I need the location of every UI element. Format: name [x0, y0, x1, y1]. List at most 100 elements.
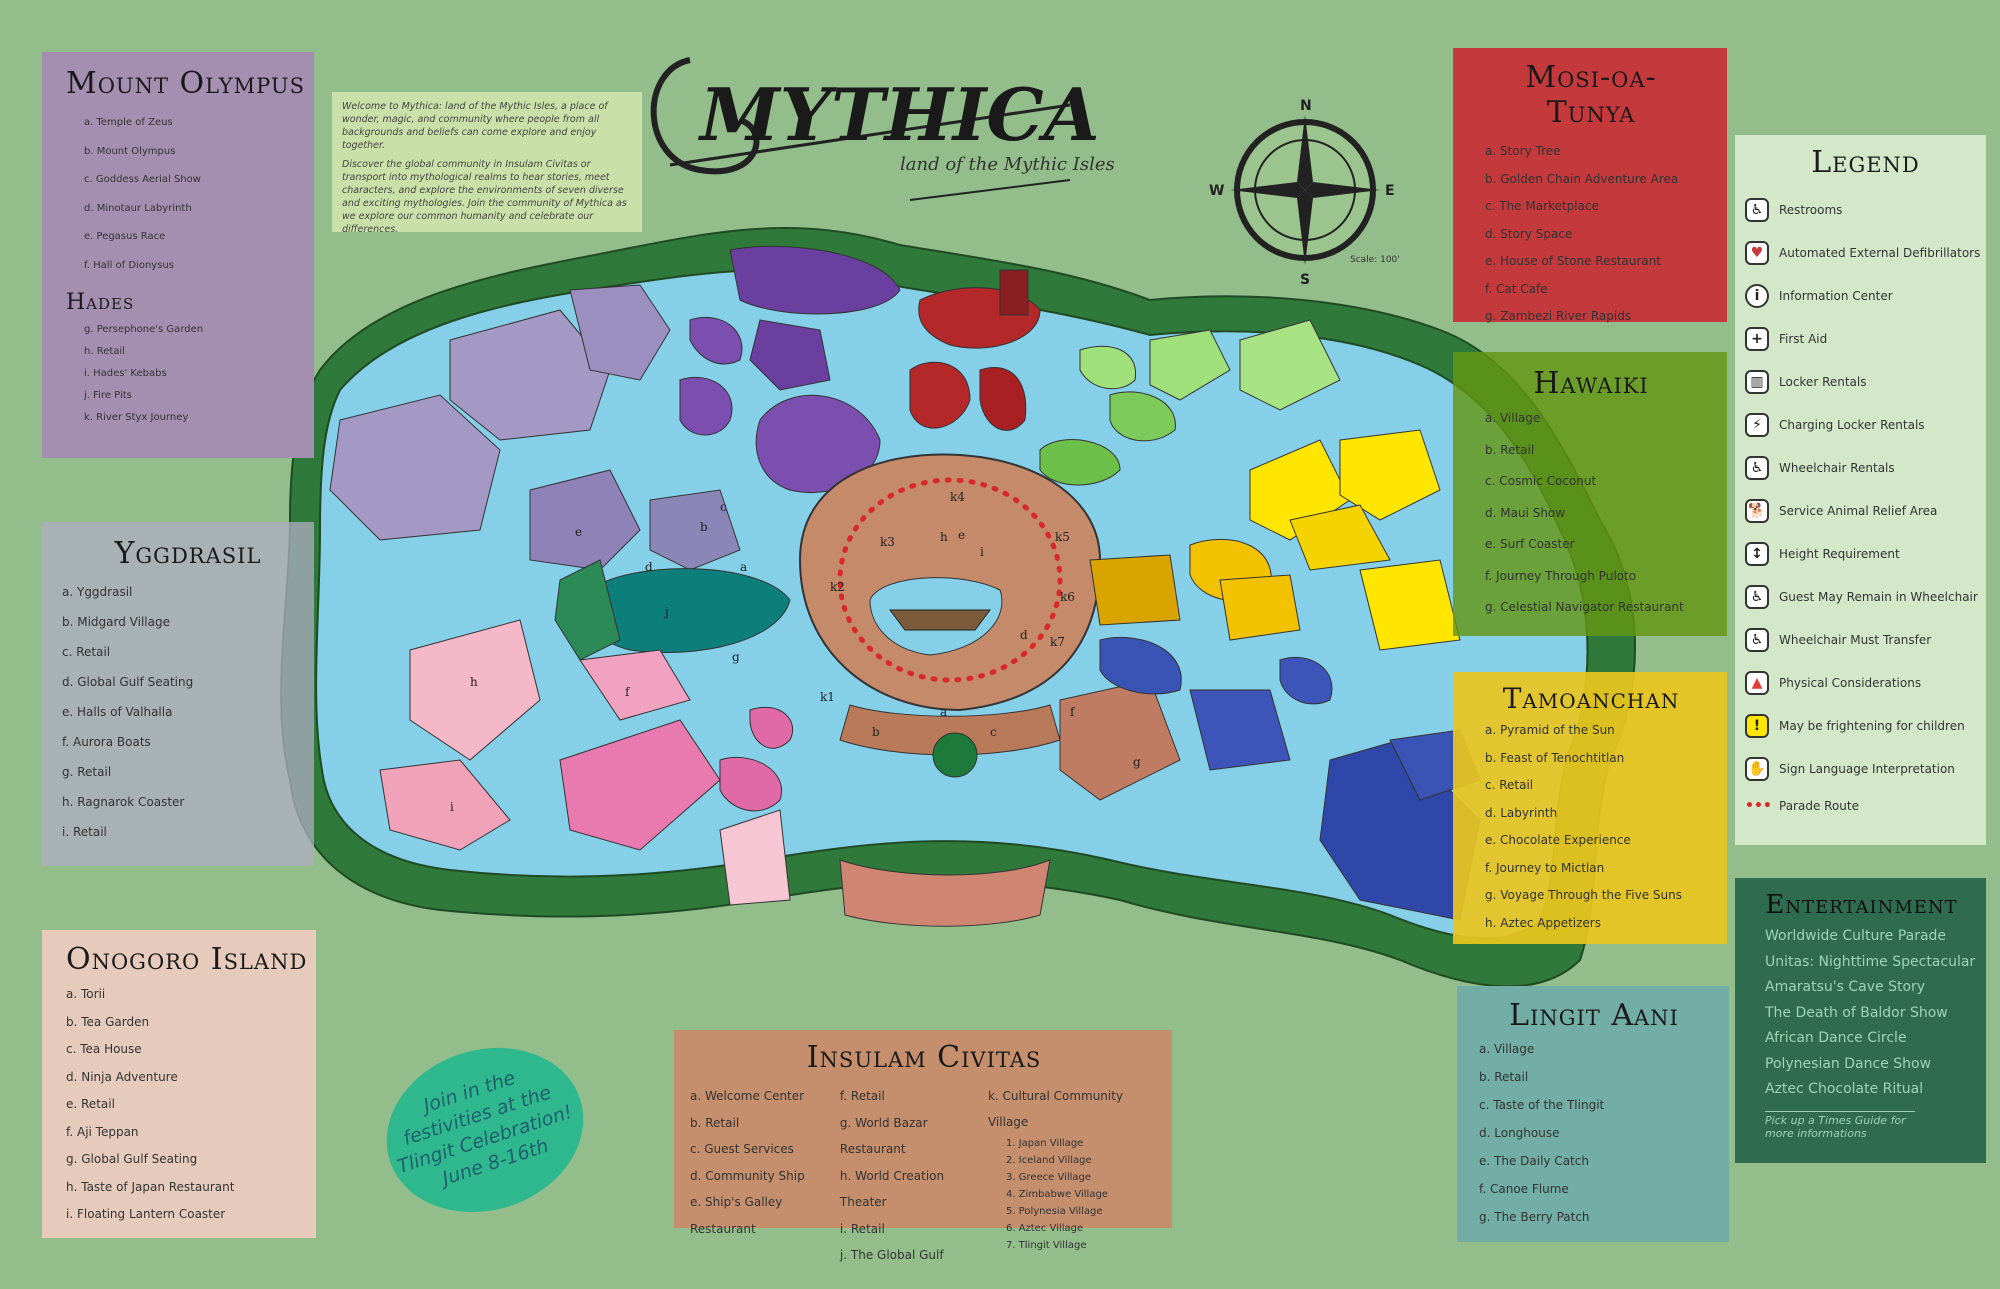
list-item[interactable]: c. Retail	[1485, 778, 1534, 792]
list-item[interactable]: 6. Aztec Village	[1005, 1223, 1084, 1234]
list-item[interactable]: i. Retail	[62, 825, 107, 839]
list-item[interactable]: b. Golden Chain Adventure Area	[1485, 171, 1679, 186]
list-item[interactable]: a. Village	[1485, 411, 1541, 425]
list-item[interactable]: e. Surf Coaster	[1485, 537, 1575, 551]
list-item[interactable]: d. Community Ship	[690, 1168, 805, 1183]
yggdrasil-map-label-i[interactable]: i	[450, 800, 454, 814]
list-item[interactable]: g. Retail	[62, 765, 112, 779]
list-item[interactable]: d. Labyrinth	[1485, 805, 1558, 820]
list-item[interactable]: b. Retail	[690, 1115, 740, 1130]
list-item[interactable]: b. Retail	[1485, 442, 1535, 457]
civitas-map-label-d[interactable]: d	[1020, 628, 1028, 642]
list-item[interactable]: h. Retail	[84, 346, 125, 357]
list-item[interactable]: f. Aji Teppan	[66, 1124, 139, 1139]
list-item[interactable]: Unitas: Nighttime Spectacular	[1765, 953, 1976, 970]
list-item[interactable]: c. Taste of the Tlingit	[1479, 1098, 1605, 1112]
list-item[interactable]: b. Retail	[1479, 1070, 1529, 1084]
yggdrasil-map-label-c[interactable]: c	[720, 500, 727, 514]
yggdrasil-map-label-b[interactable]: b	[700, 520, 708, 534]
civitas-map-label-g[interactable]: g	[1133, 755, 1141, 769]
list-item[interactable]: c. Retail	[62, 645, 111, 659]
list-item[interactable]: f. Hall of Dionysus	[84, 259, 174, 271]
list-item[interactable]: f. Retail	[839, 1089, 885, 1103]
list-item[interactable]: d. Story Space	[1485, 226, 1573, 241]
list-item[interactable]: f. Cat Cafe	[1485, 281, 1548, 296]
list-item[interactable]: c. The Marketplace	[1485, 199, 1599, 213]
civitas-map-label-k6[interactable]: k6	[1060, 590, 1075, 604]
list-item[interactable]: a. Village	[1479, 1042, 1535, 1056]
list-item[interactable]: The Death of Baldor Show	[1765, 1004, 1948, 1021]
list-item[interactable]: b. Tea Garden	[66, 1014, 150, 1029]
list-item[interactable]: f. Aurora Boats	[62, 735, 151, 749]
list-item[interactable]: e. Pegasus Race	[84, 231, 166, 242]
list-item[interactable]: d. Global Gulf Seating	[62, 675, 194, 689]
civitas-map-label-f[interactable]: f	[1070, 705, 1075, 719]
list-item[interactable]: f. Canoe Flume	[1479, 1182, 1569, 1196]
list-item[interactable]: j. The Global Gulf	[839, 1248, 944, 1262]
list-item[interactable]: k. Cultural Community Village	[987, 1089, 1124, 1129]
list-item[interactable]: a. Yggdrasil	[62, 585, 133, 599]
civitas-map-label-j[interactable]: j	[665, 605, 669, 619]
list-item[interactable]: j. Fire Pits	[84, 390, 132, 401]
civitas-map-label-c[interactable]: c	[990, 725, 997, 739]
list-item[interactable]: i. Floating Lantern Coaster	[66, 1207, 226, 1221]
list-item[interactable]: a. Welcome Center	[690, 1089, 805, 1103]
civitas-map-label-b[interactable]: b	[872, 725, 880, 739]
civitas-map-label-k2[interactable]: k2	[830, 580, 845, 594]
yggdrasil-map-label-e[interactable]: e	[575, 525, 583, 539]
yggdrasil-map-label-h[interactable]: h	[470, 675, 478, 689]
list-item[interactable]: b. Midgard Village	[62, 615, 170, 629]
list-item[interactable]: Amaratsu's Cave Story	[1765, 979, 1926, 995]
list-item[interactable]: i. Retail	[839, 1221, 885, 1236]
list-item[interactable]: a. Story Tree	[1485, 144, 1561, 158]
yggdrasil-map-label-g[interactable]: g	[732, 650, 740, 664]
list-item[interactable]: e. Halls of Valhalla	[62, 705, 173, 719]
list-item[interactable]: Aztec Chocolate Ritual	[1765, 1081, 1924, 1097]
civitas-map-label-e[interactable]: e	[958, 528, 966, 542]
civitas-map-label-a[interactable]: a	[940, 705, 948, 719]
list-item[interactable]: b. Feast of Tenochtitlan	[1485, 750, 1625, 765]
list-item[interactable]: a. Pyramid of the Sun	[1485, 723, 1615, 737]
list-item[interactable]: g. World Bazar Restaurant	[839, 1115, 928, 1157]
list-item[interactable]: 2. Iceland Village	[1005, 1155, 1092, 1166]
list-item[interactable]: Polynesian Dance Show	[1765, 1055, 1932, 1072]
list-item[interactable]: 5. Polynesia Village	[1005, 1206, 1103, 1217]
list-item[interactable]: h. Aztec Appetizers	[1485, 915, 1601, 930]
list-item[interactable]: c. Cosmic Coconut	[1485, 474, 1597, 488]
list-item[interactable]: a. Torii	[66, 987, 106, 1001]
list-item[interactable]: g. Celestial Navigator Restaurant	[1485, 600, 1684, 614]
list-item[interactable]: e. Ship's Galley Restaurant	[690, 1195, 783, 1236]
list-item[interactable]: a. Temple of Zeus	[84, 117, 173, 128]
list-item[interactable]: f. Journey Through Puloto	[1485, 568, 1637, 583]
yggdrasil-map-label-a[interactable]: a	[740, 560, 748, 574]
list-item[interactable]: g. Zambezi River Rapids	[1485, 309, 1632, 323]
list-item[interactable]: 7. Tlingit Village	[1005, 1240, 1087, 1251]
list-item[interactable]: d. Minotaur Labyrinth	[84, 202, 192, 214]
list-item[interactable]: d. Maui Show	[1485, 505, 1566, 520]
list-item[interactable]: e. House of Stone Restaurant	[1485, 254, 1661, 268]
civitas-map-label-k5[interactable]: k5	[1055, 530, 1070, 544]
list-item[interactable]: h. World Creation Theater	[839, 1168, 945, 1210]
list-item[interactable]: e. The Daily Catch	[1479, 1154, 1589, 1168]
list-item[interactable]: d. Longhouse	[1479, 1126, 1560, 1140]
list-item[interactable]: c. Guest Services	[690, 1142, 794, 1156]
yggdrasil-map-label-f[interactable]: f	[625, 685, 630, 699]
civitas-map-label-h[interactable]: h	[940, 530, 948, 544]
civitas-map-label-k4[interactable]: k4	[950, 490, 965, 504]
list-item[interactable]: 4. Zimbabwe Village	[1005, 1189, 1108, 1200]
list-item[interactable]: c. Goddess Aerial Show	[84, 174, 201, 185]
list-item[interactable]: h. Ragnarok Coaster	[62, 795, 185, 809]
list-item[interactable]: g. Voyage Through the Five Suns	[1485, 888, 1682, 902]
list-item[interactable]: h. Taste of Japan Restaurant	[66, 1179, 235, 1194]
yggdrasil-map-label-d[interactable]: d	[645, 560, 653, 574]
list-item[interactable]: g. The Berry Patch	[1479, 1210, 1590, 1224]
list-item[interactable]: c. Tea House	[66, 1042, 142, 1056]
list-item[interactable]: b. Mount Olympus	[84, 145, 176, 157]
list-item[interactable]: g. Persephone's Garden	[84, 324, 204, 335]
list-item[interactable]: f. Journey to Mictlan	[1485, 860, 1605, 875]
list-item[interactable]: Worldwide Culture Parade	[1765, 928, 1947, 944]
civitas-map-label-k1[interactable]: k1	[820, 690, 835, 704]
list-item[interactable]: e. Retail	[66, 1097, 115, 1111]
list-item[interactable]: i. Hades' Kebabs	[84, 368, 167, 379]
list-item[interactable]: d. Ninja Adventure	[66, 1069, 178, 1084]
